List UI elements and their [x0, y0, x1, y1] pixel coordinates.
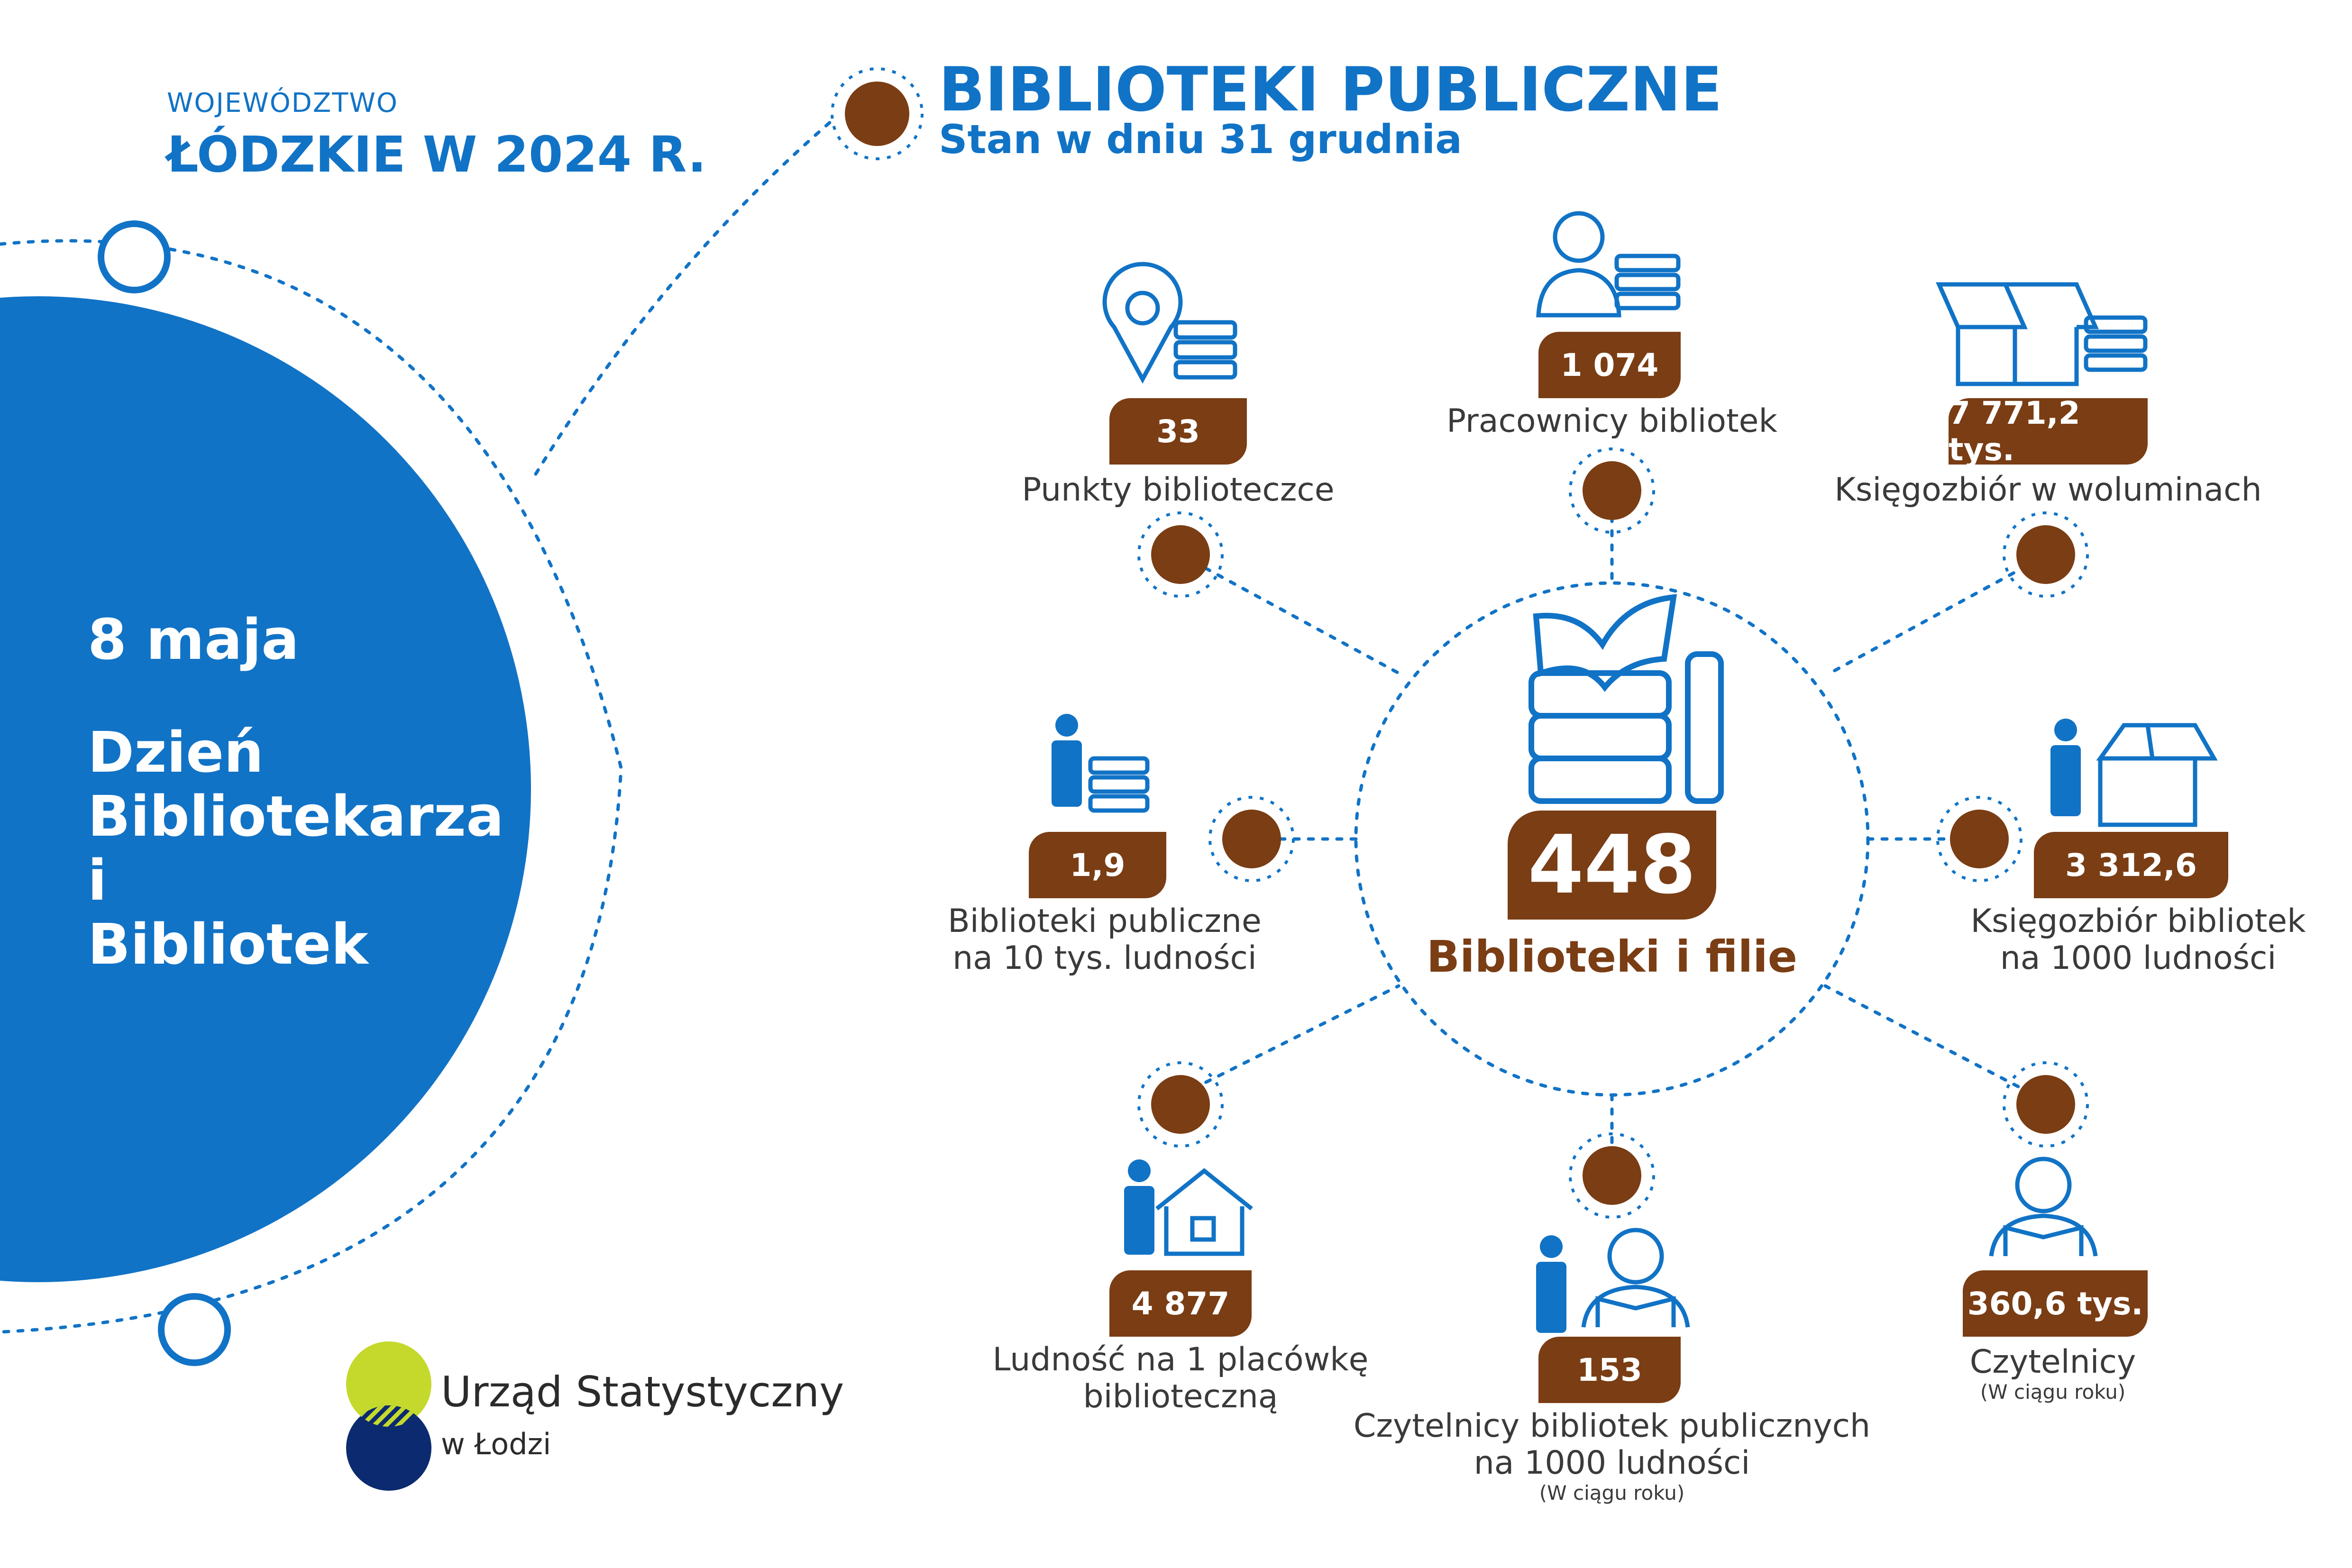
readers-label: Czytelnicy (W ciągu roku) — [1887, 1344, 2219, 1404]
per10k-label-line1: Biblioteki publiczne — [948, 903, 1262, 940]
pop-per-unit-label: Ludność na 1 placówkę biblioteczną — [972, 1341, 1389, 1415]
librarian-icon — [1536, 211, 1681, 318]
collection-per1000-label: Księgozbiór bibliotek na 1000 ludności — [1934, 903, 2342, 977]
readers-per1000-label-line1: Czytelnicy bibliotek publicznych — [1353, 1407, 1871, 1445]
readers-per1000-note: (W ciągu roku) — [1539, 1481, 1685, 1504]
collection-per1000-value-badge: 3 312,6 — [2034, 832, 2228, 898]
holiday-line-4: Bibliotek — [88, 912, 368, 977]
collection-per1000-label-line2: na 1000 ludności — [2000, 939, 2277, 977]
readers-value-badge: 360,6 tys. — [1963, 1270, 2148, 1337]
readers-per1000-label-line2: na 1000 ludności — [1473, 1444, 1750, 1482]
readers-per1000-value-badge: 153 — [1538, 1337, 1681, 1403]
collection-value-badge: 7 771,2 tys. — [1949, 395, 2148, 468]
box-icon — [1936, 282, 2148, 386]
holiday-line-3: i — [88, 848, 107, 913]
per10k-label-line2: na 10 tys. ludności — [952, 939, 1257, 977]
logo-line1: Urząd Statystyczny — [441, 1367, 844, 1416]
page-title: BIBLIOTEKI PUBLICZNE — [939, 55, 1722, 125]
logo-line2: w Łodzi — [441, 1427, 551, 1461]
statistics-office-logo-icon — [346, 1341, 431, 1491]
collection-per1000-label-line1: Księgozbiór bibliotek — [1970, 903, 2306, 940]
page-subtitle: Stan w dniu 31 grudnia — [939, 116, 1462, 163]
region-small: WOJEWÓDZTWO — [167, 88, 398, 119]
per10k-label: Biblioteki publiczne na 10 tys. ludności — [901, 903, 1309, 977]
readers-per1000-label: Czytelnicy bibliotek publicznych na 1000… — [1327, 1408, 1896, 1504]
readers-label-line1: Czytelnicy — [1969, 1343, 2136, 1381]
central-label: Biblioteki i filie — [1426, 931, 1798, 982]
per10k-value-badge: 1,9 — [1029, 832, 1166, 898]
books-stack-icon — [1528, 594, 1724, 804]
staff-value-badge: 1 074 — [1538, 332, 1681, 398]
readers-note: (W ciągu roku) — [1980, 1380, 2126, 1404]
collection-label: Księgozbiór w woluminach — [1834, 471, 2262, 509]
location-pin-icon — [1102, 262, 1237, 384]
pop-per-unit-label-line2: biblioteczną — [1083, 1378, 1278, 1415]
pop-per-unit-label-line1: Ludność na 1 placówkę — [992, 1341, 1369, 1378]
holiday-line-2: Bibliotekarza — [88, 784, 504, 849]
date-text: 8 maja — [88, 607, 299, 672]
person-house-icon — [1124, 1159, 1253, 1256]
points-value-badge: 33 — [1109, 398, 1247, 465]
points-label: Punkty biblioteczce — [1022, 471, 1335, 509]
person-box-icon — [2050, 719, 2218, 827]
holiday-line-1: Dzień — [88, 720, 264, 785]
reader-icon — [1989, 1157, 2098, 1257]
person-reader-icon — [1536, 1228, 1690, 1333]
region-big: ŁÓDZKIE W 2024 R. — [167, 126, 706, 183]
holiday-name: Dzień Bibliotekarza i Bibliotek — [88, 720, 504, 976]
pop-per-unit-value-badge: 4 877 — [1109, 1270, 1252, 1337]
central-value-badge: 448 — [1508, 811, 1716, 920]
person-books-icon — [1052, 714, 1150, 813]
staff-label: Pracownicy bibliotek — [1446, 402, 1777, 440]
